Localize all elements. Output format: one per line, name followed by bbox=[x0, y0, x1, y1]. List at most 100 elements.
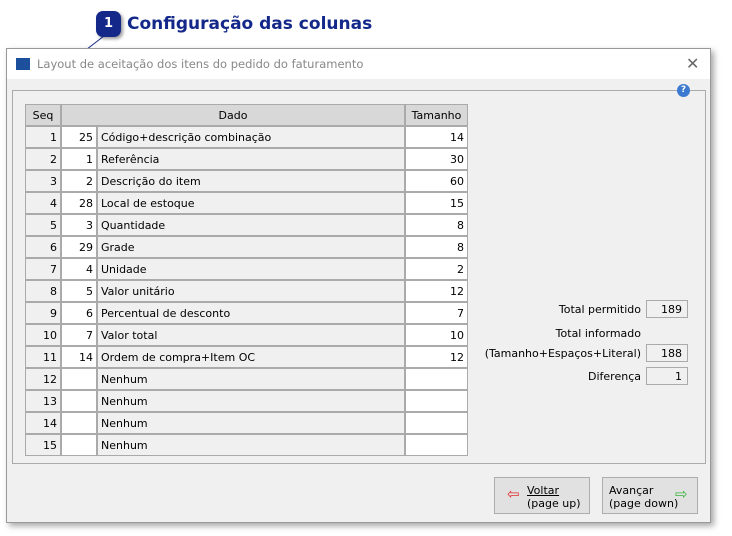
tamanho-cell[interactable]: 12 bbox=[405, 346, 468, 368]
code-cell[interactable]: 2 bbox=[61, 170, 97, 192]
dado-cell[interactable]: Nenhum bbox=[97, 434, 405, 456]
table-row: 9 6 Percentual de desconto 7 bbox=[25, 302, 468, 324]
code-cell[interactable] bbox=[61, 390, 97, 412]
total-informado-sub: (Tamanho+Espaços+Literal) bbox=[484, 347, 641, 360]
table-row: 15 Nenhum bbox=[25, 434, 468, 456]
dado-cell[interactable]: Nenhum bbox=[97, 368, 405, 390]
seq-cell: 15 bbox=[25, 434, 61, 456]
tamanho-cell[interactable]: 15 bbox=[405, 192, 468, 214]
tamanho-cell[interactable]: 8 bbox=[405, 236, 468, 258]
seq-cell: 1 bbox=[25, 126, 61, 148]
table-row: 3 2 Descrição do item 60 bbox=[25, 170, 468, 192]
tamanho-cell[interactable]: 30 bbox=[405, 148, 468, 170]
table-row: 8 5 Valor unitário 12 bbox=[25, 280, 468, 302]
columns-table: Seq Dado Tamanho 1 25 Código+descrição com… bbox=[25, 104, 468, 456]
total-permitido-value: 189 bbox=[646, 300, 688, 318]
dado-cell[interactable]: Quantidade bbox=[97, 214, 405, 236]
dado-cell[interactable]: Descrição do item bbox=[97, 170, 405, 192]
code-cell[interactable]: 14 bbox=[61, 346, 97, 368]
table-row: 13 Nenhum bbox=[25, 390, 468, 412]
total-permitido-label: Total permitido bbox=[558, 303, 641, 316]
seq-cell: 8 bbox=[25, 280, 61, 302]
code-cell[interactable]: 3 bbox=[61, 214, 97, 236]
dado-cell[interactable]: Percentual de desconto bbox=[97, 302, 405, 324]
seq-cell: 14 bbox=[25, 412, 61, 434]
tamanho-cell[interactable]: 14 bbox=[405, 126, 468, 148]
code-cell[interactable]: 6 bbox=[61, 302, 97, 324]
dado-cell[interactable]: Local de estoque bbox=[97, 192, 405, 214]
dado-cell[interactable]: Nenhum bbox=[97, 390, 405, 412]
dialog-window: Layout de aceitação dos itens do pedido … bbox=[6, 48, 711, 523]
code-cell[interactable]: 5 bbox=[61, 280, 97, 302]
tamanho-cell[interactable] bbox=[405, 434, 468, 456]
seq-cell: 2 bbox=[25, 148, 61, 170]
back-shortcut: (page up) bbox=[527, 497, 581, 510]
next-shortcut: (page down) bbox=[609, 497, 679, 510]
app-icon bbox=[16, 58, 30, 70]
code-cell[interactable] bbox=[61, 412, 97, 434]
code-cell[interactable]: 4 bbox=[61, 258, 97, 280]
content-panel bbox=[12, 90, 706, 464]
dado-cell[interactable]: Valor unitário bbox=[97, 280, 405, 302]
table-row: 5 3 Quantidade 8 bbox=[25, 214, 468, 236]
seq-cell: 13 bbox=[25, 390, 61, 412]
table-row: 11 14 Ordem de compra+Item OC 12 bbox=[25, 346, 468, 368]
code-cell[interactable] bbox=[61, 434, 97, 456]
header-dado: Dado bbox=[61, 104, 405, 126]
tamanho-cell[interactable]: 10 bbox=[405, 324, 468, 346]
close-icon[interactable]: ✕ bbox=[686, 54, 700, 73]
seq-cell: 9 bbox=[25, 302, 61, 324]
title-bar: Layout de aceitação dos itens do pedido … bbox=[7, 49, 710, 79]
tamanho-cell[interactable]: 2 bbox=[405, 258, 468, 280]
seq-cell: 6 bbox=[25, 236, 61, 258]
tamanho-cell[interactable] bbox=[405, 368, 468, 390]
table-row: 4 28 Local de estoque 15 bbox=[25, 192, 468, 214]
tamanho-cell[interactable] bbox=[405, 412, 468, 434]
seq-cell: 10 bbox=[25, 324, 61, 346]
back-button[interactable]: ⇦ Voltar (page up) bbox=[494, 477, 590, 514]
table-row: 10 7 Valor total 10 bbox=[25, 324, 468, 346]
table-row: 1 25 Código+descrição combinação 14 bbox=[25, 126, 468, 148]
seq-cell: 7 bbox=[25, 258, 61, 280]
table-row: 12 Nenhum bbox=[25, 368, 468, 390]
code-cell[interactable]: 28 bbox=[61, 192, 97, 214]
seq-cell: 4 bbox=[25, 192, 61, 214]
total-informado-value: 188 bbox=[646, 344, 688, 362]
header-tamanho: Tamanho bbox=[405, 104, 468, 126]
dado-cell[interactable]: Unidade bbox=[97, 258, 405, 280]
code-cell[interactable]: 1 bbox=[61, 148, 97, 170]
diferenca-label: Diferença bbox=[588, 370, 641, 383]
code-cell[interactable] bbox=[61, 368, 97, 390]
tamanho-cell[interactable]: 8 bbox=[405, 214, 468, 236]
code-cell[interactable]: 25 bbox=[61, 126, 97, 148]
diferenca-value: 1 bbox=[646, 367, 688, 385]
dado-cell[interactable]: Referência bbox=[97, 148, 405, 170]
dado-cell[interactable]: Grade bbox=[97, 236, 405, 258]
seq-cell: 3 bbox=[25, 170, 61, 192]
tamanho-cell[interactable]: 12 bbox=[405, 280, 468, 302]
tamanho-cell[interactable] bbox=[405, 390, 468, 412]
help-icon[interactable]: ? bbox=[677, 84, 690, 97]
code-cell[interactable]: 7 bbox=[61, 324, 97, 346]
table-row: 7 4 Unidade 2 bbox=[25, 258, 468, 280]
seq-cell: 12 bbox=[25, 368, 61, 390]
next-label: Avançar bbox=[609, 484, 654, 497]
seq-cell: 11 bbox=[25, 346, 61, 368]
window-title: Layout de aceitação dos itens do pedido … bbox=[37, 57, 364, 71]
header-seq: Seq bbox=[25, 104, 61, 126]
table-row: 2 1 Referência 30 bbox=[25, 148, 468, 170]
dado-cell[interactable]: Nenhum bbox=[97, 412, 405, 434]
code-cell[interactable]: 29 bbox=[61, 236, 97, 258]
arrow-right-icon: ⇨ bbox=[675, 485, 688, 503]
tamanho-cell[interactable]: 7 bbox=[405, 302, 468, 324]
back-label: Voltar bbox=[527, 484, 560, 497]
callout-text: Configuração das colunas bbox=[127, 14, 373, 34]
dado-cell[interactable]: Valor total bbox=[97, 324, 405, 346]
total-informado-label: Total informado bbox=[555, 327, 641, 340]
next-button[interactable]: Avançar (page down) ⇨ bbox=[602, 477, 698, 514]
dado-cell[interactable]: Ordem de compra+Item OC bbox=[97, 346, 405, 368]
dado-cell[interactable]: Código+descrição combinação bbox=[97, 126, 405, 148]
table-row: 6 29 Grade 8 bbox=[25, 236, 468, 258]
tamanho-cell[interactable]: 60 bbox=[405, 170, 468, 192]
table-row: 14 Nenhum bbox=[25, 412, 468, 434]
